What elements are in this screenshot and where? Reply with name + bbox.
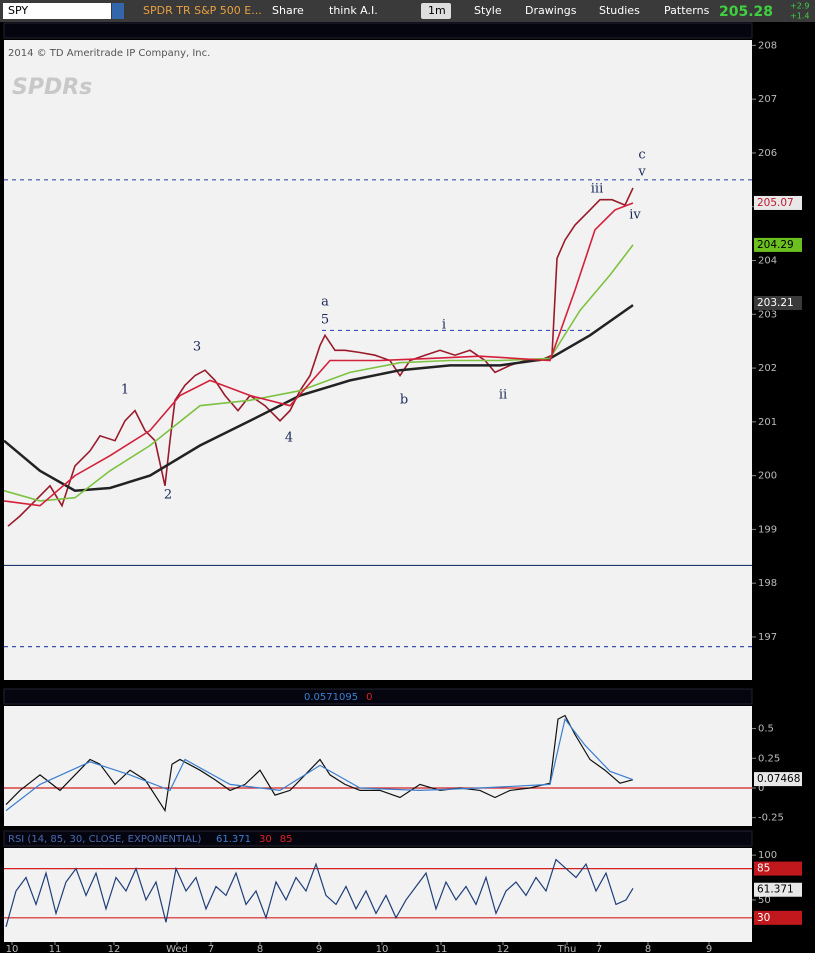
panel-title: RSI (14, 85, 30, CLOSE, EXPONENTIAL) — [8, 834, 201, 845]
price-label-box — [754, 195, 802, 210]
wave-label: 5 — [321, 313, 329, 328]
y-tick-label: 197 — [758, 632, 777, 643]
x-tick-label: 7 — [208, 944, 214, 953]
x-tick-label: 7 — [596, 944, 602, 953]
wave-label: 2 — [164, 488, 172, 503]
price-label: 30 — [757, 912, 770, 924]
wave-label: 1 — [121, 383, 129, 398]
panel-value: 30 — [259, 834, 272, 845]
price-label: 61.371 — [757, 884, 794, 896]
price-label: 85 — [757, 863, 770, 875]
toolbar-button[interactable]: Share — [272, 4, 304, 17]
toolbar-button[interactable]: think A.I. — [329, 4, 378, 17]
toolbar-button[interactable]: 1m — [428, 4, 446, 17]
y-tick-label: 201 — [758, 417, 777, 428]
price-label-box — [754, 861, 802, 876]
toolbar — [0, 0, 815, 22]
y-tick-label: 0.25 — [758, 753, 780, 764]
panel-value: 0 — [366, 692, 372, 703]
price-label-box — [754, 772, 802, 787]
copyright: 2014 © TD Ameritrade IP Company, Inc. — [8, 48, 210, 59]
series-line — [3, 202, 634, 507]
x-tick-label: 10 — [376, 944, 389, 953]
x-tick-label: 12 — [108, 944, 121, 953]
y-tick-label: 199 — [758, 524, 777, 535]
x-tick-label: 11 — [435, 944, 448, 953]
change: +1.4 — [790, 12, 809, 21]
series-line — [5, 858, 634, 927]
x-tick-label: 11 — [49, 944, 62, 953]
y-tick-label: 100 — [758, 850, 777, 861]
toolbar-button[interactable]: Studies — [599, 4, 640, 17]
y-tick-label: 202 — [758, 363, 777, 374]
y-tick-label: 0.5 — [758, 724, 774, 735]
y-tick-label: 208 — [758, 40, 777, 51]
x-tick-label: Thu — [557, 944, 577, 953]
wave-label: c — [638, 148, 645, 163]
price-label: 205.07 — [757, 197, 794, 209]
y-tick-label: 50 — [758, 895, 771, 906]
series-line — [3, 244, 634, 502]
price-label-box — [754, 295, 802, 310]
x-tick-label: 10 — [6, 944, 19, 953]
x-tick-label: 9 — [706, 944, 712, 953]
x-tick-label: Wed — [166, 944, 188, 953]
plot-area — [4, 848, 752, 942]
toolbar-button[interactable]: Style — [474, 4, 502, 17]
toolbar-button[interactable]: Patterns — [664, 4, 710, 17]
y-tick-label: 200 — [758, 471, 777, 482]
y-tick-label: 206 — [758, 148, 777, 159]
panel-value: 85 — [280, 834, 293, 845]
y-tick-label: 198 — [758, 578, 777, 589]
wave-label: a — [321, 295, 329, 310]
panel-header — [3, 22, 753, 39]
y-tick-label: 204 — [758, 256, 777, 267]
wave-label: 4 — [285, 431, 293, 446]
wave-label: iii — [591, 182, 603, 197]
symbol-dropdown[interactable] — [112, 3, 124, 19]
price-label-box — [754, 910, 802, 925]
x-tick-label: 12 — [497, 944, 510, 953]
x-tick-label: 8 — [257, 944, 263, 953]
x-tick-label: 9 — [316, 944, 322, 953]
last-price: 205.28 — [719, 4, 773, 20]
wave-label: ii — [499, 388, 507, 403]
series-line — [5, 717, 634, 812]
panel-header — [3, 688, 753, 705]
panel-value: 61.371 — [216, 834, 251, 845]
y-tick-label: 0 — [758, 783, 764, 794]
wave-label: iv — [629, 208, 641, 223]
y-tick-label: 207 — [758, 94, 777, 105]
change: +2.9 — [790, 2, 809, 11]
wave-label: i — [442, 318, 446, 333]
timeframe-box[interactable] — [421, 3, 451, 19]
x-tick-label: 8 — [645, 944, 651, 953]
watermark: SPDRs — [12, 75, 92, 100]
price-label: 203.21 — [757, 297, 794, 309]
symbol-box[interactable] — [3, 3, 111, 19]
y-tick-label: -0.25 — [758, 813, 784, 824]
wave-label: b — [400, 393, 408, 408]
price-label: 0.07468 — [757, 773, 800, 785]
price-label-box — [754, 882, 802, 897]
plot-area — [4, 706, 752, 826]
panel-header — [3, 830, 753, 847]
toolbar-button[interactable]: Drawings — [525, 4, 577, 17]
panel-value: 0.0571095 — [304, 692, 358, 703]
wave-label: 3 — [193, 340, 201, 355]
y-tick-label: 203 — [758, 309, 777, 320]
symbol[interactable]: SPY — [8, 4, 28, 17]
price-label: 204.29 — [757, 239, 794, 251]
price-label-box — [754, 237, 802, 252]
symbol-description: SPDR TR S&P 500 E... — [143, 4, 262, 17]
wave-label: v — [637, 165, 646, 180]
